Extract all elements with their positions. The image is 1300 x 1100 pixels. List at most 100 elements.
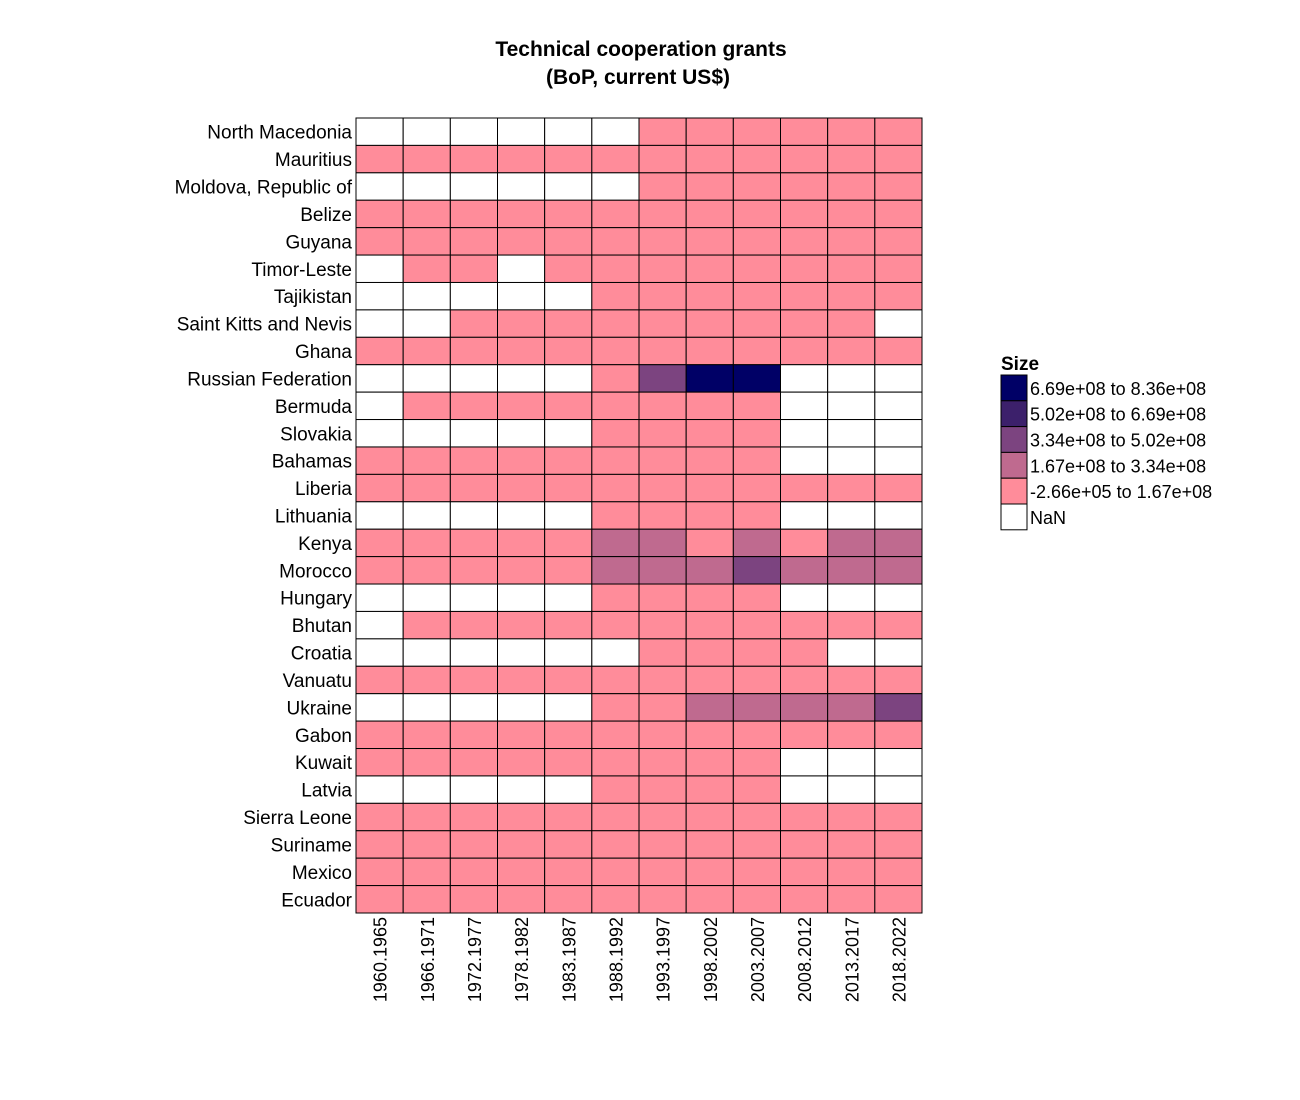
row-label-moldova-republic-of: Moldova, Republic of bbox=[175, 178, 353, 199]
heatmap-cell-timor-leste-1972-1977 bbox=[449, 254, 498, 283]
heatmap-cell-ghana-1983-1987 bbox=[544, 336, 593, 366]
heatmap-cell-belize-1966-1971 bbox=[402, 199, 451, 229]
row-label-kenya: Kenya bbox=[298, 534, 352, 555]
heatmap-cell-vanuatu-1966-1971 bbox=[402, 665, 451, 695]
heatmap-cell-saint-kitts-and-nevis-1998-2002 bbox=[685, 309, 734, 338]
heatmap-cell-north-macedonia-1983-1987 bbox=[544, 117, 593, 146]
heatmap-cell-kuwait-2008-2012 bbox=[780, 748, 829, 777]
heatmap-cell-guyana-2018-2022 bbox=[874, 227, 923, 256]
heatmap-cell-belize-2003-2007 bbox=[732, 199, 782, 229]
heatmap-cell-kenya-1966-1971 bbox=[402, 528, 451, 558]
heatmap-cell-vanuatu-1988-1992 bbox=[591, 665, 640, 695]
column-label-1983-1987: 1983.1987 bbox=[559, 917, 579, 1002]
heatmap-cell-bhutan-1988-1992 bbox=[591, 610, 640, 640]
heatmap-cell-vanuatu-1983-1987 bbox=[544, 665, 593, 695]
legend-swatch-1 bbox=[1000, 400, 1028, 428]
heatmap-cell-bhutan-1983-1987 bbox=[544, 610, 593, 640]
heatmap-cell-belize-1993-1997 bbox=[638, 199, 687, 229]
row-label-tajikistan: Tajikistan bbox=[274, 287, 352, 308]
heatmap-cell-ghana-1998-2002 bbox=[685, 336, 734, 366]
heatmap-cell-gabon-1993-1997 bbox=[638, 720, 687, 750]
heatmap-cell-guyana-1993-1997 bbox=[638, 227, 687, 256]
heatmap-cell-belize-1960-1965 bbox=[355, 199, 404, 229]
heatmap-cell-mexico-1998-2002 bbox=[685, 857, 734, 887]
legend-title: Size bbox=[1001, 354, 1039, 375]
heatmap-cell-croatia-1972-1977 bbox=[449, 638, 498, 667]
heatmap-cell-vanuatu-1972-1977 bbox=[449, 665, 498, 695]
heatmap-cell-mauritius-2018-2022 bbox=[874, 144, 923, 174]
heatmap-cell-ghana-2018-2022 bbox=[874, 336, 923, 366]
legend-label-4: -2.66e+05 to 1.67e+08 bbox=[1030, 482, 1212, 502]
heatmap-cell-russian-federation-1998-2002 bbox=[685, 364, 734, 393]
heatmap-cell-saint-kitts-and-nevis-1983-1987 bbox=[544, 309, 593, 338]
heatmap-cell-ecuador-2003-2007 bbox=[732, 885, 782, 914]
heatmap-cell-guyana-1983-1987 bbox=[544, 227, 593, 256]
heatmap-cell-gabon-1978-1982 bbox=[497, 720, 546, 750]
heatmap-cell-sierra-leone-1983-1987 bbox=[544, 802, 593, 832]
heatmap-cell-hungary-1966-1971 bbox=[402, 583, 451, 612]
heatmap-cell-hungary-2003-2007 bbox=[732, 583, 782, 612]
heatmap-cell-ukraine-2008-2012 bbox=[780, 693, 829, 722]
heatmap-cell-kuwait-1960-1965 bbox=[355, 748, 404, 777]
heatmap-cell-sierra-leone-1978-1982 bbox=[497, 802, 546, 832]
row-label-ecuador: Ecuador bbox=[281, 890, 352, 911]
heatmap-cell-mauritius-1972-1977 bbox=[449, 144, 498, 174]
heatmap-cell-saint-kitts-and-nevis-2018-2022 bbox=[874, 309, 923, 338]
heatmap-cell-guyana-1972-1977 bbox=[449, 227, 498, 256]
heatmap-cell-ukraine-2003-2007 bbox=[732, 693, 782, 722]
heatmap-cell-slovakia-1966-1971 bbox=[402, 419, 451, 448]
row-label-timor-leste: Timor-Leste bbox=[251, 260, 352, 281]
heatmap-cell-vanuatu-2018-2022 bbox=[874, 665, 923, 695]
heatmap-cell-bermuda-1966-1971 bbox=[402, 391, 451, 421]
heatmap-cell-moldova-republic-of-1988-1992 bbox=[591, 172, 640, 201]
heatmap-cell-slovakia-1983-1987 bbox=[544, 419, 593, 448]
heatmap-cell-kuwait-2013-2017 bbox=[827, 748, 876, 777]
heatmap-cell-lithuania-1966-1971 bbox=[402, 501, 451, 530]
heatmap-cell-latvia-1983-1987 bbox=[544, 775, 593, 804]
heatmap-cell-tajikistan-1988-1992 bbox=[591, 281, 640, 311]
heatmap-cell-guyana-1978-1982 bbox=[497, 227, 546, 256]
row-label-bahamas: Bahamas bbox=[272, 452, 352, 473]
legend-swatch-0 bbox=[1000, 374, 1028, 402]
heatmap-cell-bhutan-2003-2007 bbox=[732, 610, 782, 640]
heatmap-cell-bhutan-1960-1965 bbox=[355, 610, 404, 640]
row-label-sierra-leone: Sierra Leone bbox=[243, 808, 352, 829]
heatmap-cell-moldova-republic-of-2003-2007 bbox=[732, 172, 782, 201]
heatmap-cell-moldova-republic-of-1983-1987 bbox=[544, 172, 593, 201]
heatmap-cell-ukraine-1993-1997 bbox=[638, 693, 687, 722]
heatmap-cell-north-macedonia-2018-2022 bbox=[874, 117, 923, 146]
heatmap-cells bbox=[355, 117, 923, 914]
heatmap-cell-croatia-1978-1982 bbox=[497, 638, 546, 667]
heatmap-cell-vanuatu-1960-1965 bbox=[355, 665, 404, 695]
heatmap-cell-croatia-1983-1987 bbox=[544, 638, 593, 667]
heatmap-cell-belize-1978-1982 bbox=[497, 199, 546, 229]
heatmap-cell-ecuador-1960-1965 bbox=[355, 885, 404, 914]
heatmap-cell-suriname-1988-1992 bbox=[591, 830, 640, 859]
heatmap-cell-lithuania-1983-1987 bbox=[544, 501, 593, 530]
heatmap-cell-kenya-1978-1982 bbox=[497, 528, 546, 558]
heatmap-cell-tajikistan-1960-1965 bbox=[355, 281, 404, 311]
heatmap-cell-belize-1998-2002 bbox=[685, 199, 734, 229]
heatmap-cell-saint-kitts-and-nevis-1978-1982 bbox=[497, 309, 546, 338]
heatmap-cell-kuwait-1993-1997 bbox=[638, 748, 687, 777]
heatmap-cell-liberia-1993-1997 bbox=[638, 473, 687, 503]
heatmap-cell-kenya-1972-1977 bbox=[449, 528, 498, 558]
row-label-bhutan: Bhutan bbox=[292, 616, 352, 637]
heatmap-cell-kuwait-2003-2007 bbox=[732, 748, 782, 777]
row-label-saint-kitts-and-nevis: Saint Kitts and Nevis bbox=[177, 315, 352, 336]
heatmap-cell-croatia-1993-1997 bbox=[638, 638, 687, 667]
chart-title-line-1: Technical cooperation grants bbox=[495, 38, 786, 61]
heatmap-cell-belize-2008-2012 bbox=[780, 199, 829, 229]
heatmap-cell-vanuatu-2003-2007 bbox=[732, 665, 782, 695]
heatmap-cell-mexico-1988-1992 bbox=[591, 857, 640, 887]
row-label-russian-federation: Russian Federation bbox=[187, 369, 352, 390]
heatmap-cell-mexico-2013-2017 bbox=[827, 857, 876, 887]
heatmap-cell-timor-leste-2003-2007 bbox=[732, 254, 782, 283]
heatmap-cell-moldova-republic-of-2008-2012 bbox=[780, 172, 829, 201]
legend-label-0: 6.69e+08 to 8.36e+08 bbox=[1030, 379, 1206, 399]
heatmap-cell-lithuania-1978-1982 bbox=[497, 501, 546, 530]
chart-title-line-2: (BoP, current US$) bbox=[546, 66, 730, 89]
column-label-2008-2012: 2008.2012 bbox=[795, 917, 815, 1002]
heatmap-cell-north-macedonia-1998-2002 bbox=[685, 117, 734, 146]
